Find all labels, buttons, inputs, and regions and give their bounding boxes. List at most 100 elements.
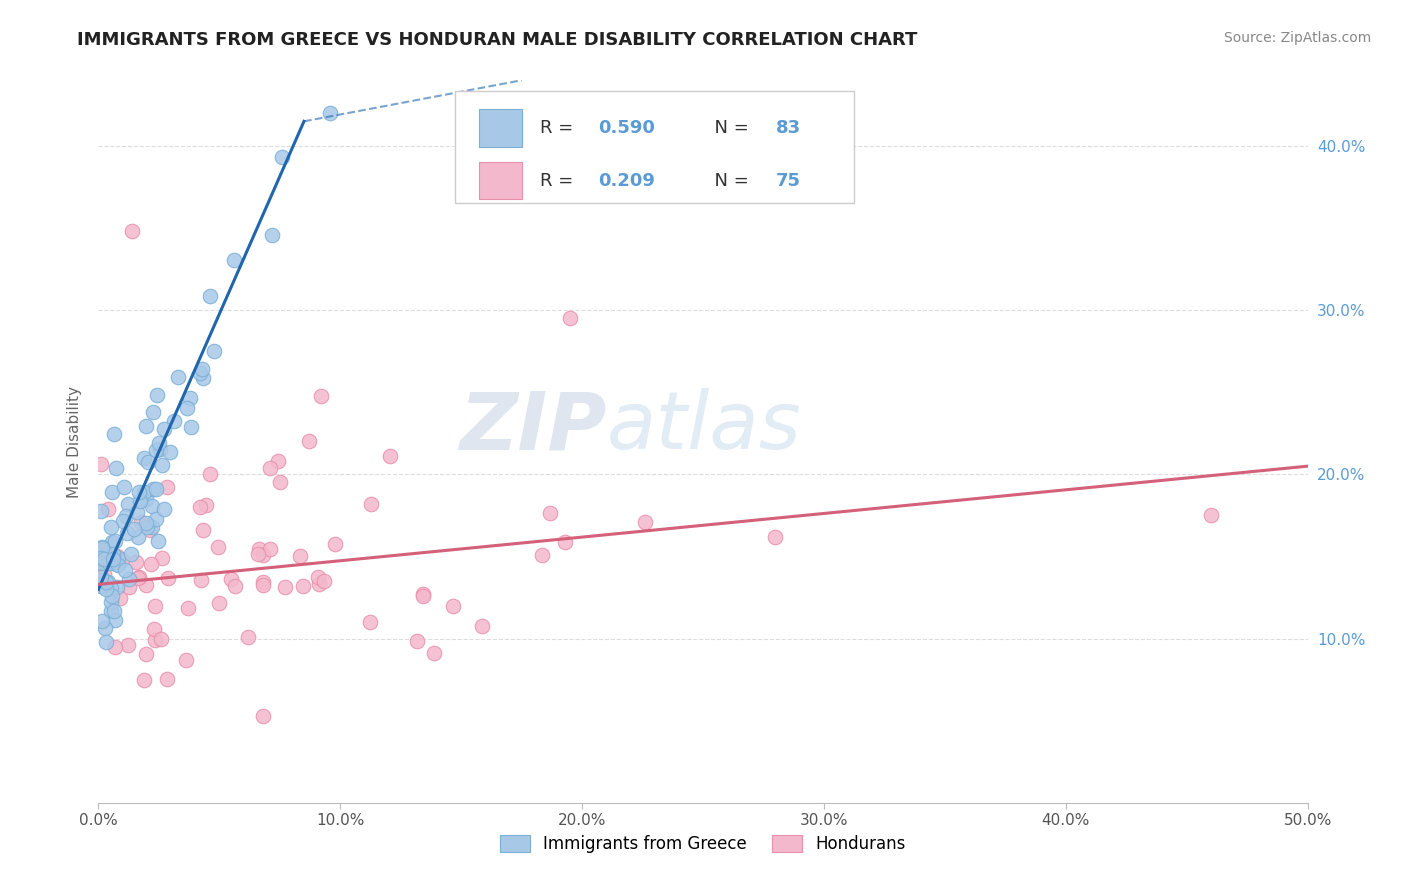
Point (143, 623, 166, 637)
Point (121, 224, 143, 238)
Point (142, 482, 165, 496)
Point (150, 551, 173, 566)
Point (93, 566, 115, 581)
Point (146, 388, 169, 402)
Point (136, 520, 159, 534)
Point (127, 570, 149, 584)
Point (153, 422, 176, 436)
Point (531, 548, 554, 562)
Point (471, 619, 494, 633)
Point (101, 589, 124, 603)
Text: 75: 75 (776, 171, 800, 190)
Point (91, 614, 114, 628)
Text: N =: N = (703, 120, 755, 137)
Point (259, 542, 281, 557)
Point (441, 599, 464, 614)
Point (252, 548, 274, 562)
Point (267, 454, 290, 468)
Point (135, 419, 157, 434)
Point (188, 500, 211, 514)
Point (135, 516, 157, 530)
Y-axis label: Male Disability: Male Disability (67, 385, 83, 498)
Point (107, 551, 129, 566)
Text: 0.209: 0.209 (598, 171, 655, 190)
Point (236, 630, 259, 644)
Point (138, 523, 160, 537)
Point (221, 572, 243, 586)
FancyBboxPatch shape (479, 110, 522, 147)
Point (190, 574, 212, 588)
Point (194, 499, 217, 513)
Point (104, 461, 127, 475)
Point (288, 549, 311, 563)
Point (103, 548, 125, 562)
Point (100, 604, 122, 618)
Point (117, 638, 139, 652)
Point (298, 434, 321, 449)
Point (247, 547, 270, 561)
Point (101, 484, 124, 499)
Point (252, 709, 274, 723)
Point (90, 541, 112, 555)
Point (141, 520, 163, 534)
Point (176, 401, 198, 416)
Text: R =: R = (540, 171, 579, 190)
Point (135, 578, 157, 592)
Point (198, 289, 221, 303)
Point (180, 420, 202, 434)
Point (380, 450, 402, 464)
Point (105, 580, 128, 594)
Point (262, 228, 284, 243)
Point (135, 491, 157, 506)
Point (120, 548, 142, 562)
Point (188, 366, 211, 380)
Point (149, 442, 172, 457)
Point (145, 512, 167, 526)
Point (94, 621, 117, 635)
Point (90, 540, 112, 554)
Point (128, 485, 150, 500)
Point (112, 480, 135, 494)
Point (93, 552, 115, 566)
Point (179, 391, 201, 405)
Point (224, 253, 246, 268)
Point (97, 501, 120, 516)
Point (150, 458, 173, 472)
Point (111, 553, 134, 567)
Point (274, 580, 297, 594)
Point (148, 435, 170, 450)
Point (204, 344, 226, 359)
Text: 83: 83 (776, 120, 800, 137)
Point (198, 467, 221, 482)
Point (100, 581, 122, 595)
Point (269, 475, 291, 489)
Point (101, 551, 124, 566)
Point (90, 457, 112, 471)
Point (132, 451, 155, 466)
Point (94, 574, 117, 589)
Point (554, 535, 576, 549)
Point (94, 582, 117, 596)
Point (538, 506, 561, 520)
Point (142, 405, 165, 419)
Point (97, 574, 120, 589)
Point (101, 534, 124, 549)
Point (129, 494, 152, 508)
Point (323, 537, 346, 551)
Point (177, 600, 200, 615)
Legend: Immigrants from Greece, Hondurans: Immigrants from Greece, Hondurans (494, 828, 912, 860)
Point (115, 509, 138, 524)
Point (103, 426, 125, 441)
Point (91, 554, 114, 568)
Point (360, 497, 382, 511)
Point (105, 549, 128, 563)
Point (156, 480, 179, 494)
Point (97, 556, 120, 570)
Point (145, 442, 167, 457)
Point (100, 520, 122, 534)
Text: Source: ZipAtlas.com: Source: ZipAtlas.com (1223, 31, 1371, 45)
Point (208, 596, 231, 610)
Point (114, 563, 136, 577)
Point (423, 646, 446, 660)
Point (90, 550, 112, 565)
